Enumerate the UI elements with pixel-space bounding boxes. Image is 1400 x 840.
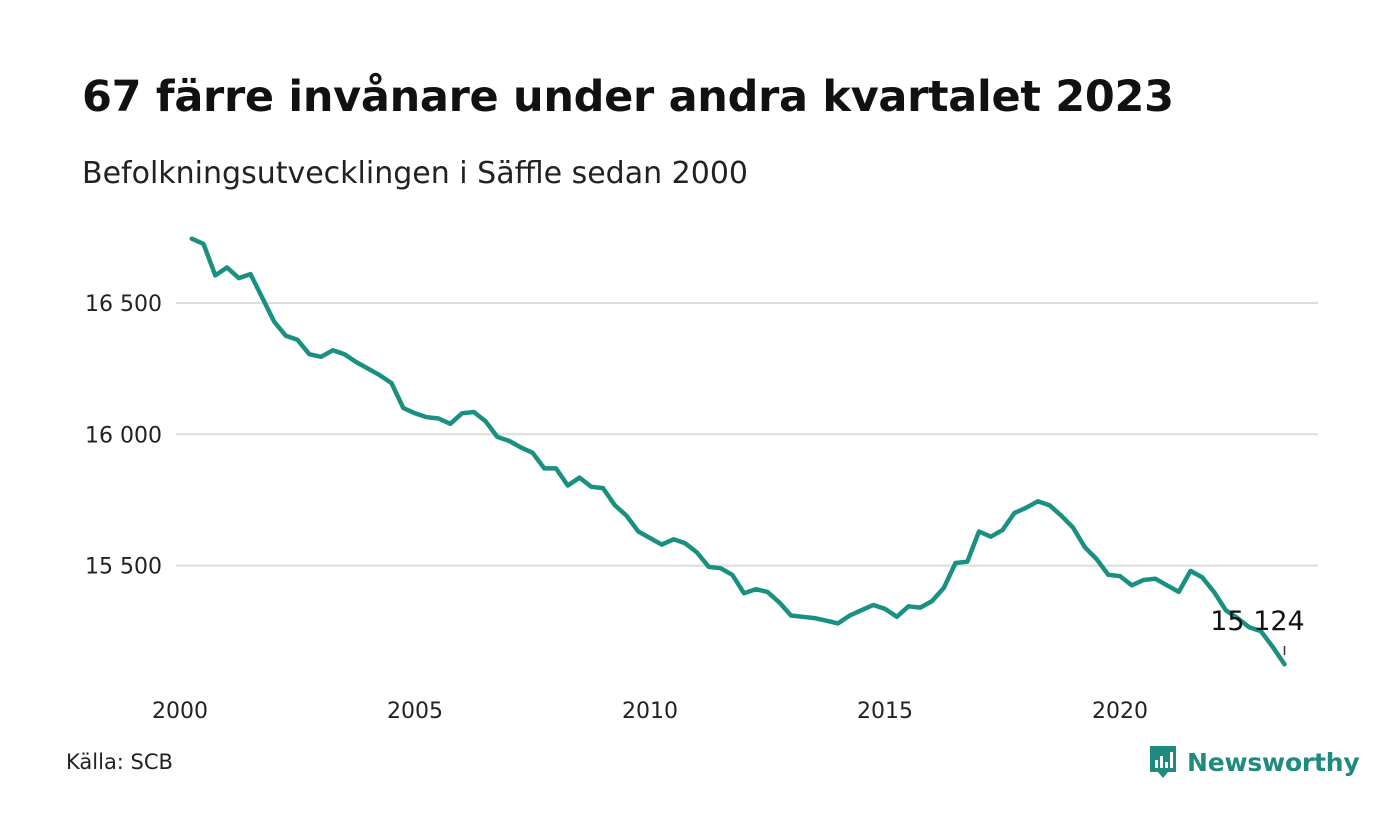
brand-logo[interactable]: Newsworthy (1148, 744, 1360, 780)
y-tick-label: 15 500 (85, 555, 162, 580)
chart-subtitle: Befolkningsutvecklingen i Säffle sedan 2… (82, 156, 748, 191)
series-line (189, 236, 1287, 667)
x-tick-label: 2015 (857, 699, 913, 724)
x-axis: 2000 2005 2010 2015 2020 (152, 699, 1148, 724)
y-tick-label: 16 000 (85, 423, 162, 448)
brand-name: Newsworthy (1187, 747, 1360, 777)
end-value-label: 15 124 (1210, 606, 1304, 637)
series-group (189, 236, 1287, 667)
source-note: Källa: SCB (66, 750, 173, 774)
x-tick-label: 2000 (152, 699, 208, 724)
y-axis: 15 500 16 000 16 500 (85, 292, 162, 580)
y-tick-label: 16 500 (85, 292, 162, 317)
x-tick-label: 2005 (387, 699, 443, 724)
x-tick-label: 2020 (1092, 699, 1148, 724)
x-tick-label: 2010 (622, 699, 678, 724)
newsworthy-logo-icon (1150, 746, 1176, 778)
grid-lines (176, 302, 1318, 567)
annotation-group: 15 124 (1210, 606, 1305, 655)
chart-title: 67 färre invånare under andra kvartalet … (82, 72, 1174, 122)
